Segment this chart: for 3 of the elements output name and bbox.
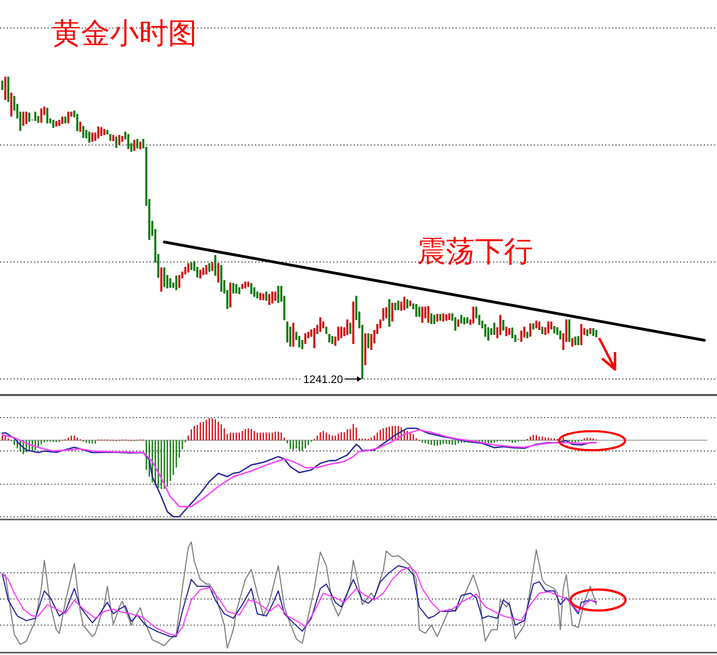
annotation: 震荡下行	[417, 236, 533, 268]
chart-title: 黄金小时图	[52, 18, 197, 50]
annotation: 1241.20	[303, 374, 343, 386]
